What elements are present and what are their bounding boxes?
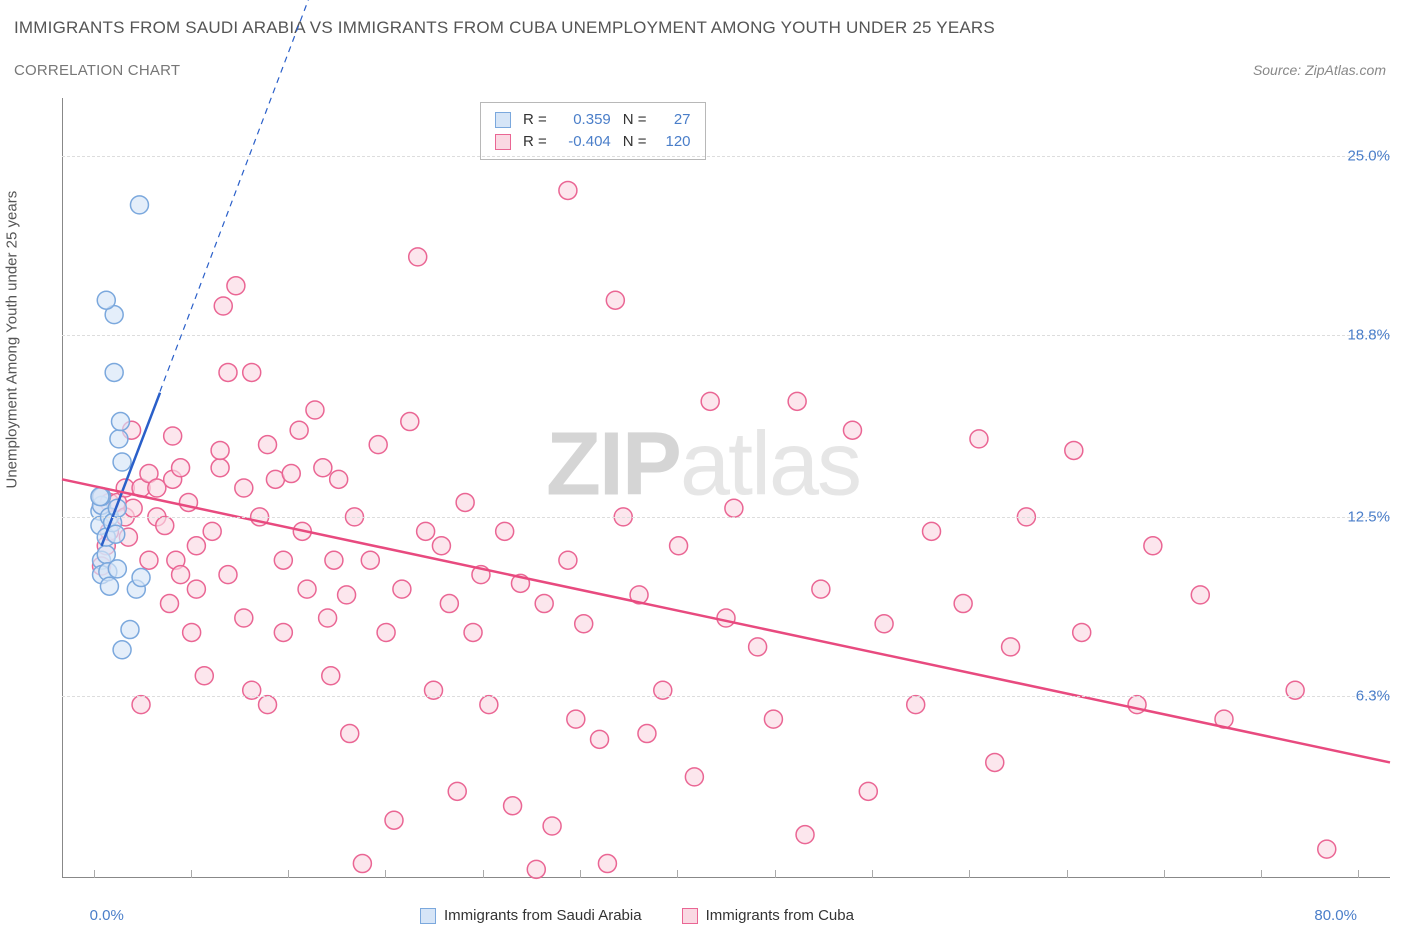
legend-item-1: Immigrants from Cuba <box>682 907 854 924</box>
x-tick <box>1067 870 1068 878</box>
legend-bottom-label-1: Immigrants from Cuba <box>706 907 854 924</box>
x-tick <box>1164 870 1165 878</box>
chart-subtitle: CORRELATION CHART <box>14 62 180 79</box>
x-tick <box>580 870 581 878</box>
n-label-1: N = <box>623 131 647 153</box>
x-tick-label: 0.0% <box>90 907 124 924</box>
y-tick-label: 25.0% <box>1347 147 1390 164</box>
correlation-legend: R = 0.359 N = 27 R = -0.404 N = 120 <box>480 102 706 160</box>
legend-row-0: R = 0.359 N = 27 <box>495 109 691 131</box>
legend-bottom-swatch-0 <box>420 908 436 924</box>
r-value-1: -0.404 <box>555 131 611 153</box>
x-tick <box>872 870 873 878</box>
x-tick <box>288 870 289 878</box>
legend-row-1: R = -0.404 N = 120 <box>495 131 691 153</box>
r-label-1: R = <box>523 131 547 153</box>
gridline <box>62 335 1390 336</box>
y-tick-label: 6.3% <box>1356 688 1390 705</box>
gridline <box>62 696 1390 697</box>
x-tick <box>1261 870 1262 878</box>
y-axis-label: Unemployment Among Youth under 25 years <box>4 191 21 489</box>
x-tick <box>969 870 970 878</box>
x-tick <box>94 870 95 878</box>
r-value-0: 0.359 <box>555 109 611 131</box>
n-label-0: N = <box>623 109 647 131</box>
y-tick-label: 12.5% <box>1347 508 1390 525</box>
n-value-0: 27 <box>655 109 691 131</box>
x-tick <box>1358 870 1359 878</box>
x-tick <box>483 870 484 878</box>
source-label: Source: ZipAtlas.com <box>1253 62 1386 78</box>
gridline <box>62 156 1390 157</box>
x-tick <box>385 870 386 878</box>
n-value-1: 120 <box>655 131 691 153</box>
scatter-svg <box>62 98 1390 878</box>
legend-swatch-1 <box>495 134 511 150</box>
legend-item-0: Immigrants from Saudi Arabia <box>420 907 642 924</box>
legend-bottom-swatch-1 <box>682 908 698 924</box>
chart-title: IMMIGRANTS FROM SAUDI ARABIA VS IMMIGRAN… <box>14 18 995 38</box>
y-tick-label: 18.8% <box>1347 326 1390 343</box>
legend-swatch-0 <box>495 112 511 128</box>
x-tick-label: 80.0% <box>1314 907 1357 924</box>
legend-bottom-label-0: Immigrants from Saudi Arabia <box>444 907 642 924</box>
x-tick <box>191 870 192 878</box>
x-tick <box>775 870 776 878</box>
x-tick <box>677 870 678 878</box>
series-legend: Immigrants from Saudi Arabia Immigrants … <box>420 907 854 924</box>
gridline <box>62 517 1390 518</box>
r-label-0: R = <box>523 109 547 131</box>
